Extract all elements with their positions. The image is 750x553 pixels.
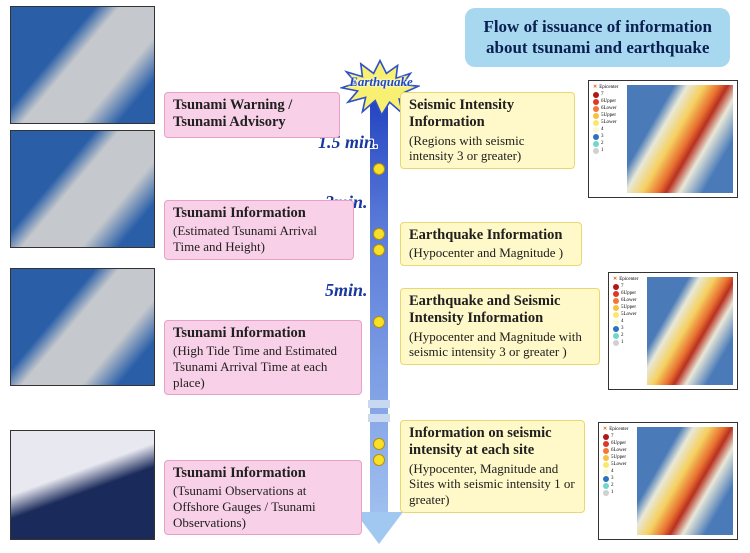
title-line2: about tsunami and earthquake	[486, 38, 709, 57]
box-header: Earthquake Information	[409, 227, 573, 244]
box-detail: (Estimated Tsunami Arrival Time and Heig…	[173, 223, 345, 254]
map-tsunami-observations	[10, 430, 155, 540]
map-tsunami-arrival	[10, 130, 155, 248]
map-legend: ✕Epicenter76Upper6Lower5Upper5Lower4321	[611, 275, 645, 387]
box-header: Tsunami Information	[173, 325, 353, 342]
box-detail: (Hypocenter, Magnitude and Sites with se…	[409, 461, 576, 508]
map-tsunami-hightide	[10, 268, 155, 386]
box-header: Tsunami Warning / Tsunami Advisory	[173, 97, 331, 132]
box-detail: (High Tide Time and Estimated Tsunami Ar…	[173, 343, 353, 390]
box-detail: (Tsunami Observations at Offshore Gauges…	[173, 483, 353, 530]
box-header: Earthquake and Seismic Intensity Informa…	[409, 293, 591, 328]
timeline-dot	[373, 244, 385, 256]
earthquake-label: Earthquake	[346, 74, 416, 90]
timeline-dot	[373, 438, 385, 450]
timeline-arrow-head	[355, 512, 403, 544]
time-label-3: 5min.	[325, 280, 368, 301]
box-tsunami-info-obs: Tsunami Information (Tsunami Observation…	[164, 460, 362, 535]
box-header: Seismic Intensity Information	[409, 97, 566, 132]
box-tsunami-warning: Tsunami Warning / Tsunami Advisory	[164, 92, 340, 138]
map-seismic-regions: ✕Epicenter76Upper6Lower5Upper5Lower4321	[588, 80, 738, 198]
box-tsunami-info-hightide: Tsunami Information (High Tide Time and …	[164, 320, 362, 395]
box-header: Information on seismic intensity at each…	[409, 425, 576, 460]
title-line1: Flow of issuance of information	[483, 17, 712, 36]
map-eq-seismic: ✕Epicenter76Upper6Lower5Upper5Lower4321	[608, 272, 738, 390]
map-site-intensity: ✕Epicenter76Upper6Lower5Upper5Lower4321	[598, 422, 738, 540]
box-eq-seismic-info: Earthquake and Seismic Intensity Informa…	[400, 288, 600, 365]
map-legend: ✕Epicenter76Upper6Lower5Upper5Lower4321	[601, 425, 635, 537]
map-tsunami-warning	[10, 6, 155, 124]
timeline-dot	[373, 228, 385, 240]
title-box: Flow of issuance of information about ts…	[465, 8, 730, 67]
map-legend: ✕Epicenter76Upper6Lower5Upper5Lower4321	[591, 83, 625, 195]
timeline-dot	[373, 163, 385, 175]
box-detail: (Hypocenter and Magnitude with seismic i…	[409, 329, 591, 360]
box-earthquake-info: Earthquake Information (Hypocenter and M…	[400, 222, 582, 266]
box-detail: (Hypocenter and Magnitude )	[409, 245, 573, 261]
timeline-dot	[373, 454, 385, 466]
box-site-intensity: Information on seismic intensity at each…	[400, 420, 585, 513]
timeline-dot	[373, 316, 385, 328]
timeline-dash	[368, 400, 390, 408]
box-seismic-intensity: Seismic Intensity Information (Regions w…	[400, 92, 575, 169]
timeline-dash	[368, 414, 390, 422]
box-header: Tsunami Information	[173, 465, 353, 482]
box-tsunami-info-arrival: Tsunami Information (Estimated Tsunami A…	[164, 200, 354, 260]
box-detail: (Regions with seismic intensity 3 or gre…	[409, 133, 566, 164]
box-header: Tsunami Information	[173, 205, 345, 222]
